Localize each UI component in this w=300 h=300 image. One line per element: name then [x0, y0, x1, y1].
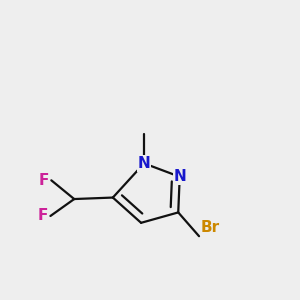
Text: N: N — [138, 156, 150, 171]
Text: N: N — [173, 169, 186, 184]
Text: F: F — [38, 208, 48, 224]
Text: Br: Br — [200, 220, 220, 235]
Text: F: F — [39, 173, 49, 188]
